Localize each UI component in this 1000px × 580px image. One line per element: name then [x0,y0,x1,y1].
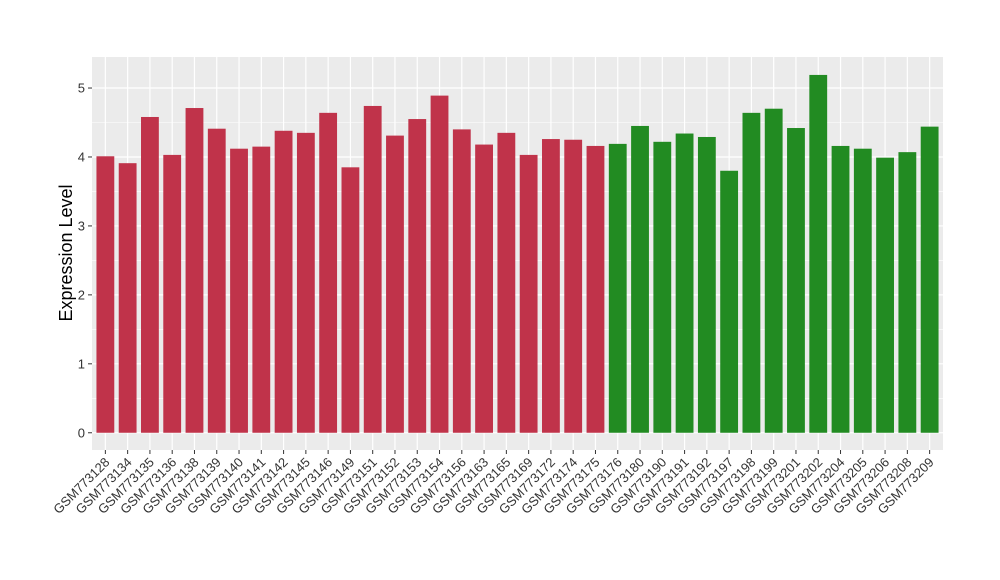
bar-GSM773205 [853,148,872,433]
y-tick-label: 1 [78,356,85,371]
bar-GSM773139 [207,128,226,433]
bar-GSM773206 [876,157,894,433]
bar-GSM773169 [519,154,538,433]
bar-GSM773149 [341,167,360,433]
bar-GSM773146 [319,112,338,433]
bar-GSM773142 [274,130,293,433]
bar-GSM773174 [564,139,583,433]
x-axis: GSM773128GSM773134GSM773135GSM773136GSM7… [50,450,937,517]
bar-GSM773141 [252,146,271,433]
bar-GSM773128 [96,156,115,433]
bar-GSM773175 [586,145,605,433]
bar-GSM773140 [230,148,248,433]
bar-GSM773134 [118,163,137,433]
bar-GSM773138 [185,108,204,433]
y-tick-label: 5 [78,81,85,96]
bar-GSM773208 [898,152,917,433]
y-tick-label: 2 [78,287,85,302]
y-axis-title: Expression Level [56,184,76,321]
bar-GSM773152 [386,135,404,433]
bar-GSM773190 [653,141,672,433]
bar-GSM773156 [452,129,471,433]
bar-GSM773151 [363,105,382,433]
bars [96,74,939,433]
y-tick-label: 3 [78,218,85,233]
bar-GSM773136 [163,154,182,433]
bar-GSM773163 [475,144,493,433]
y-tick-label: 4 [78,149,85,164]
bar-GSM773154 [430,95,449,433]
y-tick-label: 0 [78,425,85,440]
bar-GSM773180 [631,125,649,433]
bar-GSM773145 [296,132,315,433]
bar-GSM773199 [764,108,783,433]
bar-GSM773191 [675,133,694,433]
bar-GSM773153 [408,119,427,433]
bar-GSM773198 [742,112,761,433]
bar-GSM773165 [497,132,516,433]
bar-GSM773176 [608,143,627,433]
bar-GSM773204 [831,145,850,433]
y-axis: 0 1 2 3 4 5 [78,81,92,440]
bar-GSM773135 [141,116,159,433]
bar-GSM773172 [542,139,560,433]
bar-GSM773197 [720,170,739,433]
bar-GSM773209 [920,126,939,433]
bar-GSM773202 [809,74,828,433]
bar-GSM773192 [697,136,716,433]
bar-GSM773201 [787,128,805,433]
